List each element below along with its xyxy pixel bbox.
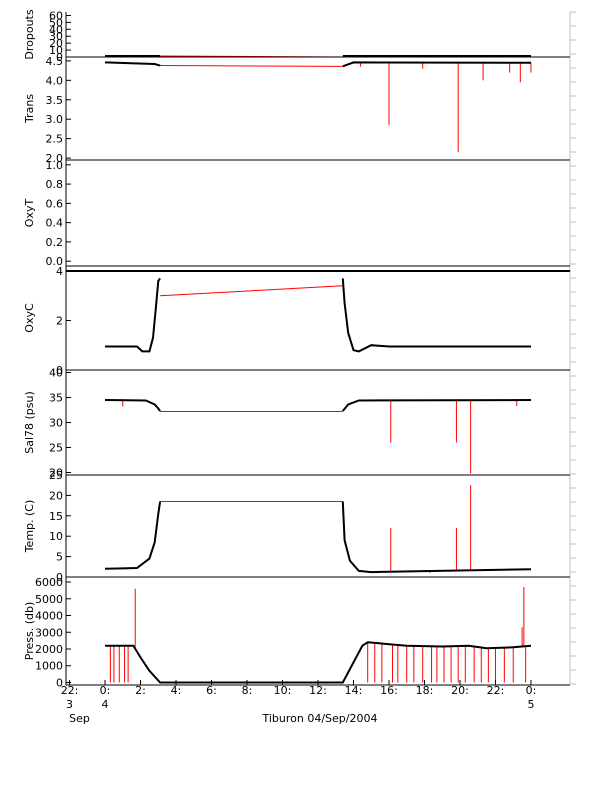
gap-line [160,285,343,297]
x-tick-label: 0: [526,684,537,697]
y-axis-label: Sal78 (psu) [23,391,36,454]
y-tick-label: 10 [49,44,63,57]
y-tick-label: 60 [49,9,63,22]
x-tick-label: 4: [171,684,182,697]
y-tick-label: 50 [49,16,63,29]
y-tick-label: 6000 [35,576,63,589]
x-tick-label: 16: [380,684,398,697]
series-line [342,61,532,68]
x-tick-month-label: Sep [69,712,90,725]
y-tick-label: 0.8 [46,178,64,191]
y-tick-label: 3.5 [46,94,64,107]
y-tick-label: 2000 [35,643,63,656]
series-line [105,641,532,684]
chart-frame [65,11,576,685]
y-tick-label: 4.0 [46,74,64,87]
y-tick-label: 5000 [35,593,63,606]
y-tick-label: 4000 [35,610,63,623]
y-axis-label: OxyC [23,303,36,333]
y-tick-label: 1000 [35,660,63,673]
y-tick-label: 2.5 [46,133,64,146]
y-tick-label: 2.0 [46,152,64,165]
y-tick-label: 0.0 [46,255,64,268]
y-tick-label: 3000 [35,626,63,639]
x-tick-label: 22: [487,684,505,697]
x-tick-label: 0: [100,684,111,697]
x-tick-day-label: 3 [66,698,73,711]
series-line [104,501,162,570]
y-axis-label: Press. (db) [23,602,36,661]
y-axis-label: Dropouts [23,9,36,59]
x-tick-label: 2: [135,684,146,697]
chart-panels: 0102030405060Dropouts2.02.53.03.54.04.5T… [23,9,570,689]
y-tick-label: 30 [49,30,63,43]
y-tick-label: 40 [49,367,63,380]
chart-title: Tiburon 04/Sep/2004 [261,712,377,725]
y-tick-label: 10 [49,530,63,543]
gap-line [160,65,343,67]
y-tick-label: 5 [56,551,63,564]
x-tick-label: 6: [206,684,217,697]
y-tick-label: 25 [49,442,63,455]
y-tick-label: 20 [49,467,63,480]
y-tick-label: 0.2 [46,236,64,249]
y-tick-label: 0.6 [46,197,64,210]
series-line [104,61,161,67]
panel-trans: 2.0 2.5 3.0 3.5 4.0 4.5 Trans [23,55,570,165]
series-line [105,277,161,353]
x-tick-label: 22: [61,684,79,697]
y-tick-label: 25 [49,469,63,482]
panel-pressure: 0 1000 2000 3000 4000 5000 6000 Press. (db) [23,576,570,689]
y-tick-label: 3.0 [46,113,64,126]
y-axis-label: OxyT [23,199,36,228]
x-tick-label: 10: [274,684,292,697]
series-line [341,501,532,574]
y-tick-label: 0 [56,571,63,584]
y-tick-label: 15 [49,510,63,523]
x-tick-label: 20: [451,684,469,697]
y-tick-label: 1.0 [46,159,64,172]
panel-oxyt: 0.0 0.2 0.4 0.6 0.8 1.0 OxyT [23,159,570,268]
y-tick-label: 20 [49,37,63,50]
series-line [104,399,161,412]
x-tick-label: 8: [242,684,253,697]
y-tick-label: 2 [56,314,63,327]
panel-oxyc: 0 2 4 OxyC [23,265,570,377]
x-tick-day-label: 5 [527,698,534,711]
y-tick-label: 40 [49,23,63,36]
y-tick-label: 0 [56,51,63,64]
y-tick-label: 0 [56,676,63,689]
x-tick-label: 12: [309,684,327,697]
y-tick-label: 0.4 [46,217,64,230]
x-tick-label: 18: [416,684,434,697]
y-tick-label: 4.5 [46,55,64,68]
x-tick-day-label: 4 [102,698,109,711]
y-tick-label: 4 [56,265,63,278]
series-line [342,399,532,412]
x-tick-label: 14: [345,684,363,697]
series-line [341,278,531,353]
y-axis-label: Trans [23,94,36,124]
y-tick-label: 35 [49,392,63,405]
y-tick-label: 20 [49,489,63,502]
y-tick-label: 0 [56,364,63,377]
y-axis-label: Temp. (C) [23,500,36,554]
y-tick-label: 30 [49,417,63,430]
